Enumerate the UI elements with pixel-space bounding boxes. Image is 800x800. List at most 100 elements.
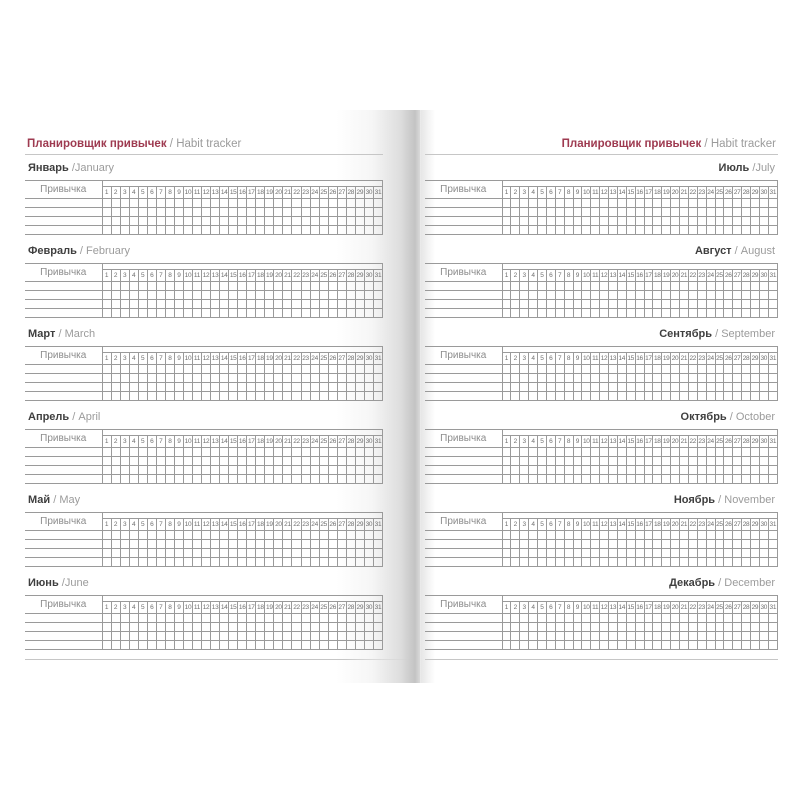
month-separator: / bbox=[726, 411, 736, 423]
day-cell bbox=[210, 364, 221, 374]
day-number: 29 bbox=[354, 518, 365, 531]
day-number: 23 bbox=[696, 352, 707, 365]
day-cell bbox=[608, 207, 618, 217]
habit-column-header: Привычка bbox=[25, 263, 103, 282]
day-number: 3 bbox=[119, 186, 130, 199]
day-cell bbox=[687, 456, 698, 466]
habit-grid: Привычка 1 2 3 4 5 6 7 8 9 10 11 12 13 14 15 16 17 18 19 20 2… bbox=[25, 429, 384, 484]
habit-table: Привычка 1 2 3 4 5 6 7 8 9 10 11 12 13 14 15 16 17 18 19 20 2… bbox=[425, 263, 779, 318]
day-cell bbox=[732, 281, 743, 291]
day-cell bbox=[309, 290, 320, 300]
day-cell bbox=[581, 382, 592, 392]
day-cell bbox=[119, 631, 130, 641]
day-cell bbox=[537, 225, 547, 235]
day-cell bbox=[191, 225, 203, 235]
day-cell bbox=[282, 225, 293, 235]
day-cell bbox=[608, 622, 618, 632]
day-cell bbox=[228, 382, 239, 392]
day-cell bbox=[101, 198, 112, 208]
day-cell bbox=[634, 548, 645, 558]
habit-name-cell bbox=[425, 373, 503, 383]
day-cell bbox=[137, 216, 148, 226]
day-cell bbox=[714, 456, 725, 466]
day-cell bbox=[581, 364, 592, 374]
day-cell bbox=[282, 391, 293, 401]
day-cell bbox=[210, 281, 221, 291]
day-cell bbox=[608, 382, 618, 392]
day-cell bbox=[537, 622, 547, 632]
day-number: 24 bbox=[705, 435, 716, 448]
day-cell bbox=[528, 281, 538, 291]
day-cell bbox=[101, 216, 112, 226]
habit-name-cell bbox=[425, 225, 503, 235]
day-cell bbox=[643, 299, 654, 309]
day-number: 15 bbox=[228, 352, 239, 365]
day-cell bbox=[732, 299, 743, 309]
day-cell bbox=[336, 613, 347, 623]
day-cell bbox=[705, 373, 716, 383]
day-cell bbox=[767, 548, 779, 558]
day-cell bbox=[687, 474, 698, 484]
day-cell bbox=[519, 613, 530, 623]
day-cell bbox=[354, 373, 365, 383]
day-cell bbox=[173, 373, 184, 383]
day-number: 11 bbox=[590, 269, 601, 282]
day-cell bbox=[501, 456, 512, 466]
day-cell bbox=[363, 382, 374, 392]
habit-column-header: Привычка bbox=[425, 429, 503, 448]
day-cell bbox=[345, 225, 356, 235]
day-cell bbox=[119, 640, 130, 650]
day-cell bbox=[581, 474, 592, 484]
day-cell bbox=[501, 622, 512, 632]
day-cell bbox=[246, 216, 257, 226]
habit-name-cell bbox=[25, 216, 103, 226]
day-cell bbox=[372, 622, 384, 632]
day-cell bbox=[501, 308, 512, 318]
day-cell bbox=[554, 373, 565, 383]
day-cell bbox=[210, 539, 221, 549]
month-title: Март / March bbox=[25, 326, 383, 346]
day-number: 20 bbox=[670, 435, 680, 448]
habit-label: Привычка bbox=[40, 350, 87, 361]
day-cell bbox=[255, 225, 266, 235]
day-cell bbox=[201, 308, 212, 318]
day-cell bbox=[750, 281, 760, 291]
day-cell bbox=[282, 290, 293, 300]
day-cell bbox=[723, 539, 734, 549]
day-cell bbox=[164, 613, 175, 623]
day-cell bbox=[119, 539, 130, 549]
day-cell bbox=[572, 613, 583, 623]
day-number: 28 bbox=[345, 186, 356, 199]
day-cell bbox=[572, 456, 583, 466]
day-cell bbox=[634, 622, 645, 632]
habit-table: Привычка 1 2 3 4 5 6 7 8 9 10 11 12 13 14 15 16 17 18 19 20 2… bbox=[25, 595, 384, 650]
day-cell bbox=[519, 391, 530, 401]
day-cell bbox=[767, 622, 779, 632]
day-cell bbox=[572, 557, 583, 567]
day-cell bbox=[255, 631, 266, 641]
day-cell bbox=[616, 225, 627, 235]
day-cell bbox=[732, 539, 743, 549]
day-cell bbox=[246, 207, 257, 217]
day-cell bbox=[519, 216, 530, 226]
day-number: 13 bbox=[210, 518, 221, 531]
day-cell bbox=[191, 548, 203, 558]
day-number: 12 bbox=[201, 352, 212, 365]
day-cell bbox=[661, 216, 672, 226]
day-cell bbox=[599, 225, 609, 235]
day-number: 20 bbox=[273, 435, 284, 448]
day-cell bbox=[705, 548, 716, 558]
day-cell bbox=[599, 622, 609, 632]
day-number: 4 bbox=[528, 435, 538, 448]
day-cell bbox=[318, 391, 329, 401]
day-cell bbox=[652, 216, 663, 226]
day-number: 16 bbox=[237, 518, 248, 531]
day-cell bbox=[714, 548, 725, 558]
day-cell bbox=[652, 281, 663, 291]
day-cell bbox=[354, 216, 365, 226]
day-cell bbox=[237, 465, 248, 475]
habit-column-header: Привычка bbox=[425, 180, 503, 199]
day-cell bbox=[696, 364, 707, 374]
day-cell bbox=[246, 474, 257, 484]
day-number: 27 bbox=[732, 435, 743, 448]
